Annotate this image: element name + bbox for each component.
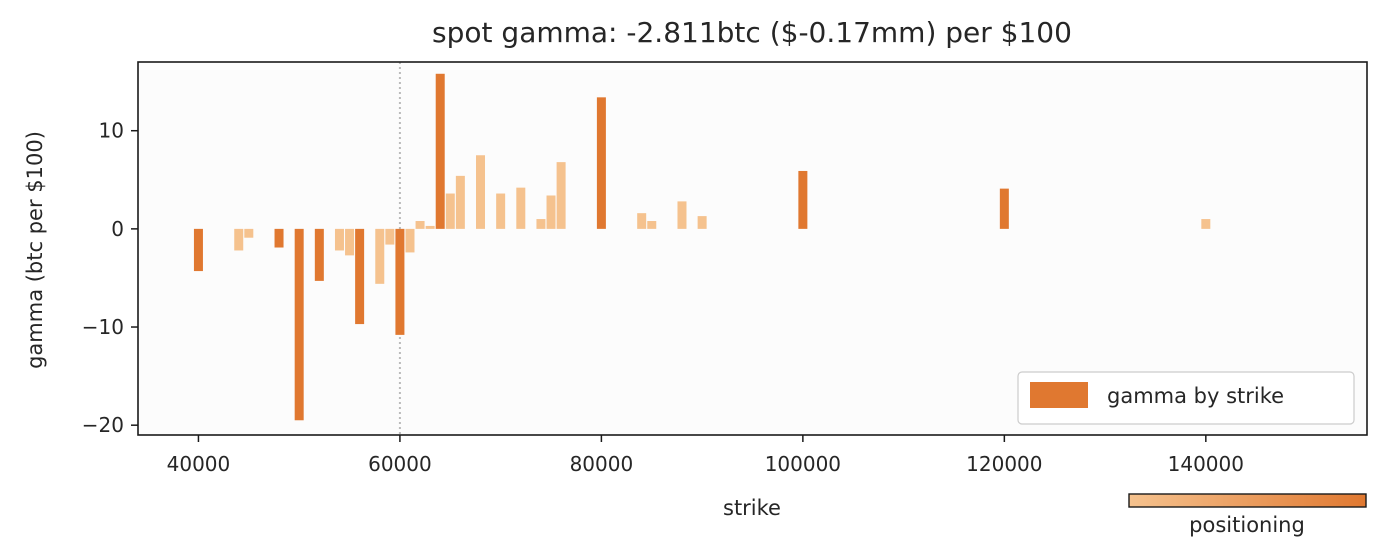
gamma-bar	[415, 221, 425, 229]
gamma-bar	[999, 188, 1009, 229]
x-tick-label: 80000	[570, 452, 634, 476]
gamma-bar	[445, 193, 455, 229]
gamma-bar	[697, 216, 707, 229]
gamma-bar	[637, 213, 647, 229]
gamma-bar	[294, 228, 304, 421]
gamma-bar	[425, 225, 435, 229]
plot-frame	[137, 61, 1368, 436]
colorbar-gradient	[1128, 493, 1367, 508]
chart-title: spot gamma: -2.811btc ($-0.17mm) per $10…	[432, 16, 1072, 49]
gamma-bar	[355, 228, 365, 325]
x-tick-label: 40000	[167, 452, 231, 476]
x-axis-ticks: 40000 60000 80000 100000 120000 140000	[167, 435, 1244, 476]
y-tick-label: −20	[82, 413, 124, 437]
x-tick-label: 60000	[368, 452, 432, 476]
legend-box	[1017, 371, 1355, 425]
legend: gamma by strike	[1017, 371, 1355, 425]
y-tick-label: −10	[82, 315, 124, 339]
gamma-bar	[193, 228, 203, 272]
bars-layer	[193, 73, 1211, 421]
gamma-bar	[435, 73, 445, 229]
gamma-bar	[496, 193, 506, 229]
gamma-bar	[1201, 219, 1211, 229]
legend-swatch	[1030, 382, 1088, 408]
gamma-bar	[596, 97, 606, 229]
gamma-bar	[244, 228, 254, 238]
y-tick-label: 0	[111, 217, 124, 241]
y-tick-label: 10	[99, 119, 124, 143]
x-tick-label: 140000	[1168, 452, 1244, 476]
gamma-bar	[385, 228, 395, 245]
gamma-bar	[375, 228, 385, 284]
gamma-bar	[234, 228, 244, 251]
x-tick-label: 100000	[765, 452, 841, 476]
colorbar: positioning	[1128, 493, 1367, 537]
gamma-bar	[536, 219, 546, 229]
gamma-bar	[334, 228, 344, 251]
legend-label: gamma by strike	[1107, 384, 1284, 408]
y-axis-label: gamma (btc per $100)	[23, 131, 47, 369]
gamma-bar	[556, 162, 566, 229]
gamma-bar	[395, 228, 405, 335]
gamma-bar	[798, 170, 808, 229]
gamma-bar	[546, 195, 556, 229]
gamma-bar	[345, 228, 355, 256]
gamma-bar	[274, 228, 284, 248]
y-axis-ticks: 10 0 −10 −20	[82, 119, 138, 437]
colorbar-label: positioning	[1189, 513, 1305, 537]
gamma-bar	[677, 201, 687, 229]
x-axis-label: strike	[723, 496, 781, 520]
gamma-bar	[405, 228, 415, 253]
gamma-bar	[455, 175, 465, 229]
gamma-bar	[647, 221, 657, 229]
x-tick-label: 120000	[966, 452, 1042, 476]
gamma-bar	[314, 228, 324, 281]
gamma-bar	[476, 155, 486, 229]
gamma-bar	[516, 187, 526, 229]
